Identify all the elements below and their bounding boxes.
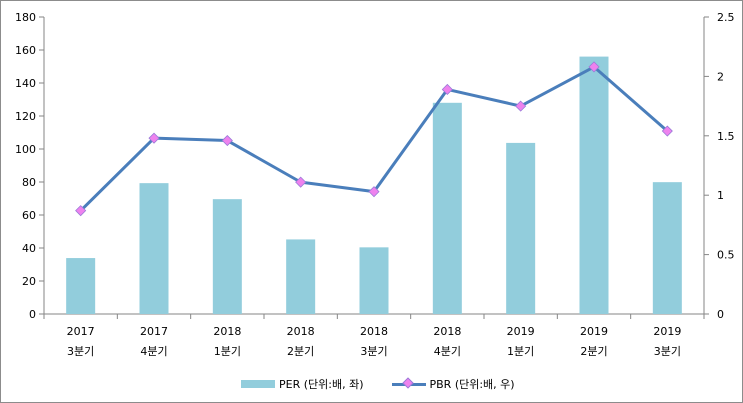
right-tick-label: 1 — [717, 189, 724, 202]
legend-pbr-swatch — [391, 376, 426, 389]
pbr-marker — [368, 186, 380, 198]
left-tick-label: 80 — [22, 176, 36, 189]
x-tick-label-quarter: 3분기 — [67, 345, 94, 358]
x-tick-label-quarter: 1분기 — [507, 345, 534, 358]
x-tick-label-year: 2019 — [507, 325, 535, 338]
per-bar — [579, 56, 609, 314]
x-tick-label-year: 2017 — [67, 325, 95, 338]
left-tick-label: 0 — [29, 308, 36, 321]
x-tick-label-quarter: 4분기 — [434, 345, 461, 358]
x-tick-label-quarter: 3분기 — [654, 345, 681, 358]
x-tick-label-quarter: 2분기 — [580, 345, 607, 358]
x-tick-label-year: 2017 — [140, 325, 168, 338]
per-bar — [432, 102, 462, 314]
left-tick-label: 180 — [15, 11, 36, 24]
x-tick-label-year: 2018 — [213, 325, 241, 338]
per-bar — [652, 182, 682, 314]
x-tick-label-quarter: 1분기 — [214, 345, 241, 358]
left-tick-label: 100 — [15, 143, 36, 156]
pbr-marker — [588, 61, 600, 73]
pbr-marker — [515, 100, 527, 112]
pbr-marker — [148, 132, 160, 144]
left-tick-label: 60 — [22, 209, 36, 222]
x-tick-label-year: 2018 — [360, 325, 388, 338]
right-tick-label: 0 — [717, 308, 724, 321]
per-bar — [212, 199, 242, 314]
pbr-marker — [441, 83, 453, 96]
x-tick-label-quarter: 4분기 — [140, 345, 167, 358]
left-tick-label: 160 — [15, 44, 36, 57]
right-tick-label: 2.5 — [717, 11, 735, 24]
legend-per-label: PER (단위:배, 좌) — [279, 378, 364, 391]
x-tick-label-year: 2019 — [580, 325, 608, 338]
x-tick-label-quarter: 3분기 — [360, 345, 387, 358]
per-bar — [286, 239, 316, 314]
pbr-marker — [221, 134, 233, 147]
left-tick-label: 120 — [15, 110, 36, 123]
pbr-marker — [661, 125, 673, 137]
x-tick-label-year: 2019 — [653, 325, 681, 338]
left-tick-label: 20 — [22, 275, 36, 288]
legend-pbr-label: PBR (단위:배, 우) — [429, 378, 515, 391]
per-bar — [359, 247, 389, 314]
right-tick-label: 2 — [717, 70, 724, 83]
x-tick-label-year: 2018 — [287, 325, 315, 338]
left-tick-label: 140 — [15, 77, 36, 90]
pbr-marker — [75, 205, 87, 217]
x-tick-label-year: 2018 — [433, 325, 461, 338]
pbr-marker — [295, 176, 307, 188]
right-tick-label: 1.5 — [717, 130, 735, 143]
per-bar — [66, 258, 96, 314]
x-tick-label-quarter: 2분기 — [287, 345, 314, 358]
per-bar — [139, 183, 169, 314]
right-tick-label: 0.5 — [717, 249, 735, 262]
diamond-marker-icon — [401, 376, 414, 389]
legend: PER (단위:배, 좌) PBR (단위:배, 우) — [241, 376, 515, 392]
left-tick-label: 40 — [22, 242, 36, 255]
legend-per-swatch — [241, 380, 275, 388]
per-bar — [506, 142, 536, 314]
